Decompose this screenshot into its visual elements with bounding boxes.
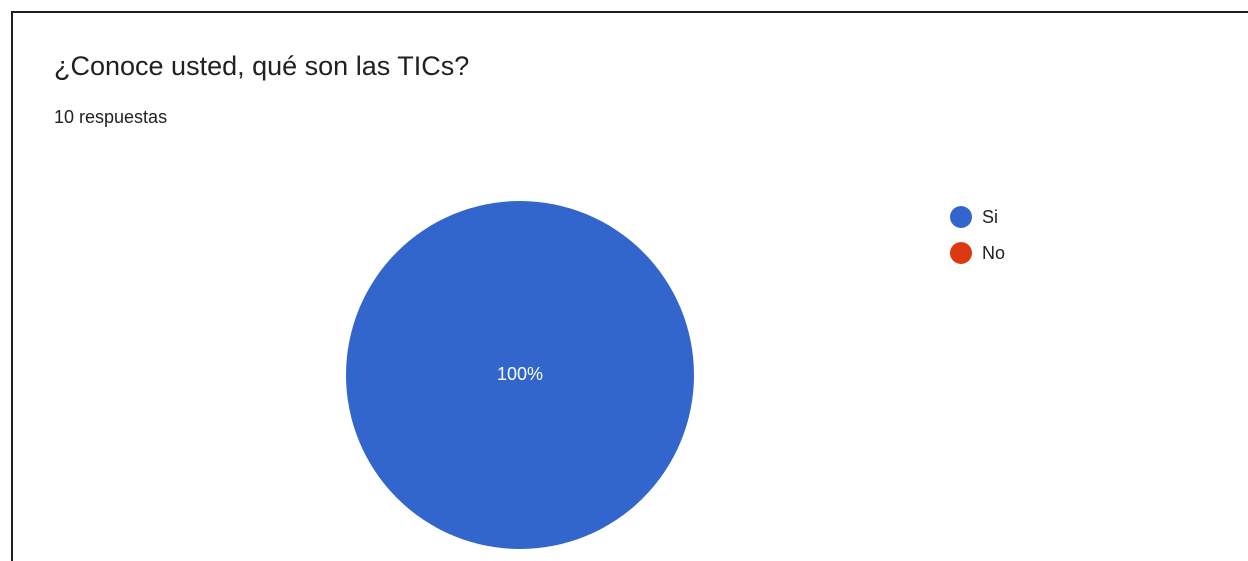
legend-label-si: Si [982,206,999,227]
legend-label-no: No [982,242,1006,263]
pie-chart: 100% [346,201,694,549]
response-count: 10 respuestas [54,107,168,127]
legend: Si No [950,199,1005,271]
legend-dot-si [950,206,972,228]
pie-slices [346,201,694,549]
legend-item-no: No [950,235,1005,271]
legend-item-si: Si [950,199,1005,235]
pie-slice-si [346,201,694,549]
question-title: ¿Conoce usted, qué son las TICs? [54,51,470,81]
pie-label-si: 100% [497,364,543,384]
chart-card: ¿Conoce usted, qué son las TICs? 10 resp… [11,11,1248,561]
pie-labels: 100% [497,364,543,384]
legend-dot-no [950,242,972,264]
